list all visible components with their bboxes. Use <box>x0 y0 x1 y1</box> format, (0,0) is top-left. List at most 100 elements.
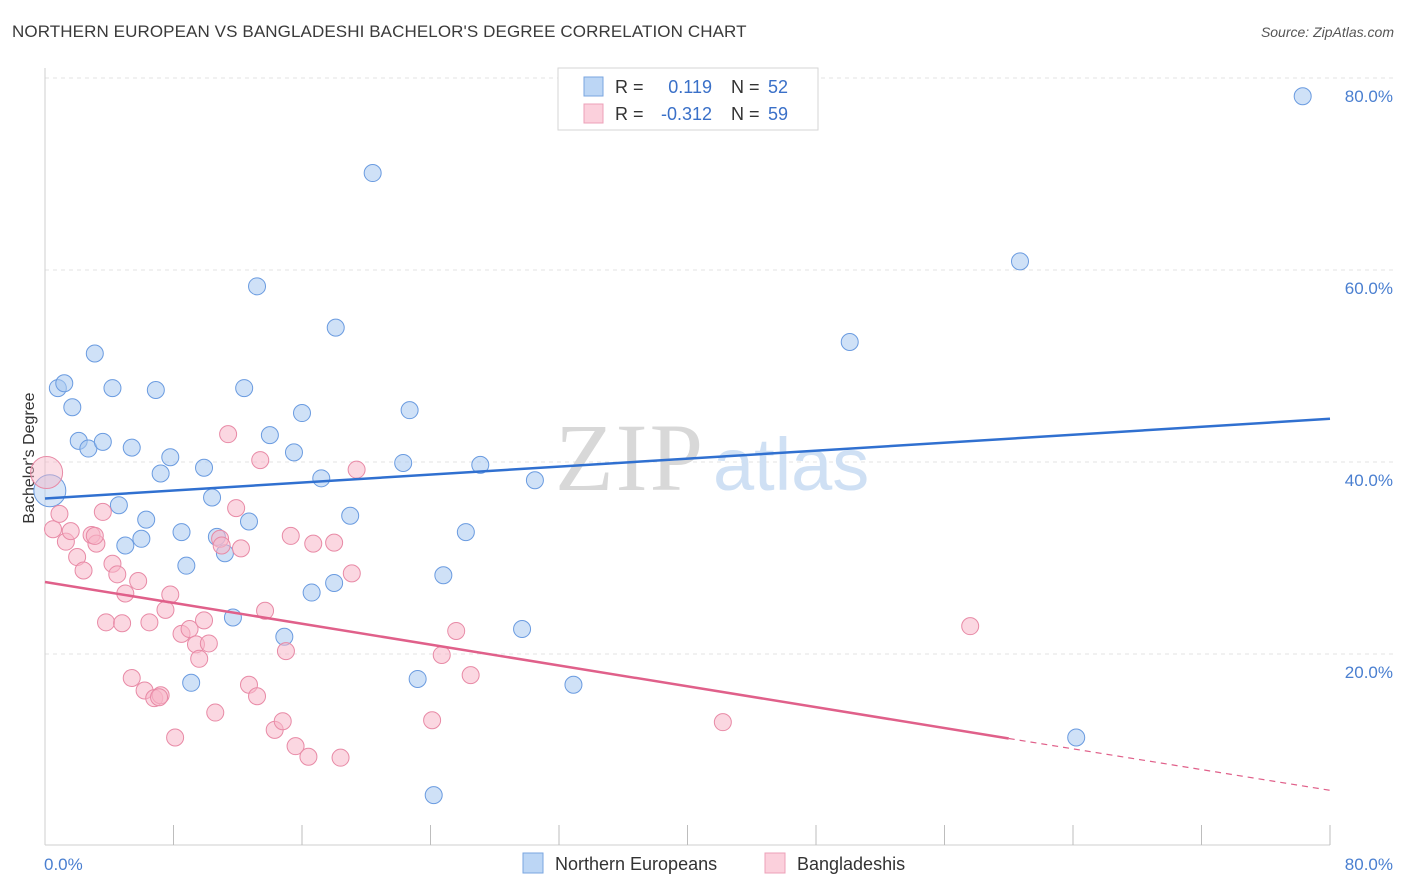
trend-bangladeshis <box>44 580 1009 740</box>
bangladeshi-point-9 <box>93 502 112 521</box>
grid-lines <box>45 77 1393 655</box>
trend-bangladeshis-extension <box>1008 737 1331 791</box>
bangladeshi-point-33 <box>219 425 238 444</box>
watermark: ZIP atlas <box>555 404 869 511</box>
northern-point-39 <box>408 669 427 688</box>
trend-northern-europeans <box>44 417 1331 500</box>
y-axis-label: Bachelor's Degree <box>21 392 38 523</box>
y-tick-label-40: 40.0% <box>1345 471 1393 490</box>
y-tick-label-60: 60.0% <box>1345 279 1393 298</box>
bangladeshi-point-28 <box>195 611 214 630</box>
bangladeshi-point-15 <box>122 669 141 687</box>
bangladeshi-point-53 <box>447 621 466 640</box>
series-bangladeshis <box>30 425 980 767</box>
series-northern-europeans <box>33 87 1312 805</box>
bangladeshi-point-38 <box>251 451 270 470</box>
bangladeshi-point-6 <box>74 561 93 580</box>
bangladeshi-point-47 <box>325 533 344 552</box>
watermark-zip: ZIP <box>555 404 705 511</box>
northern-point-36 <box>363 164 382 183</box>
bangladeshi-point-21 <box>156 600 175 619</box>
legend-r-value-1: -0.312 <box>661 104 712 124</box>
northern-point-24 <box>235 379 254 398</box>
x-tick-labels: 0.0% 80.0% <box>44 855 1393 874</box>
bangladeshi-point-43 <box>281 526 300 545</box>
bangladeshi-point-13 <box>113 614 132 633</box>
series-legend: Northern Europeans Bangladeshis <box>522 852 905 874</box>
bottom-legend-label-bangladeshi: Bangladeshis <box>797 854 905 874</box>
bangladeshi-point-51 <box>423 711 442 730</box>
bottom-legend-swatch-bangladeshi <box>764 852 786 874</box>
northern-point-9 <box>109 496 128 515</box>
y-tick-label-20: 20.0% <box>1345 663 1393 682</box>
northern-point-11 <box>122 438 141 457</box>
northern-point-18 <box>177 556 196 575</box>
northern-point-37 <box>394 453 413 472</box>
source-label: Source: ZipAtlas.com <box>1260 24 1394 40</box>
northern-point-14 <box>146 381 165 399</box>
bangladeshi-point-56 <box>961 617 980 636</box>
bangladeshi-point-23 <box>166 728 185 747</box>
bangladeshi-point-30 <box>206 703 225 722</box>
trend-lines <box>44 417 1331 791</box>
bangladeshi-point-48 <box>331 748 350 767</box>
bangladeshi-point-0 <box>30 456 64 490</box>
northern-point-31 <box>302 583 321 602</box>
northern-point-50 <box>1293 87 1312 106</box>
bangladeshi-point-27 <box>190 649 209 668</box>
bangladeshi-point-39 <box>256 601 275 620</box>
northern-point-43 <box>471 455 490 474</box>
bangladeshi-point-45 <box>299 747 318 766</box>
bangladeshi-point-2 <box>50 504 69 523</box>
bottom-legend-label-northern: Northern Europeans <box>555 854 717 874</box>
y-tick-labels: 20.0% 40.0% 60.0% 80.0% <box>1345 87 1393 682</box>
northern-point-15 <box>151 464 170 483</box>
bangladeshi-point-55 <box>713 713 732 732</box>
bangladeshi-point-42 <box>276 642 295 661</box>
northern-point-48 <box>1010 252 1029 271</box>
bangladeshi-point-35 <box>231 539 250 558</box>
bottom-legend-swatch-northern <box>522 852 544 874</box>
northern-point-27 <box>260 426 279 445</box>
northern-point-49 <box>1067 728 1086 747</box>
bangladeshi-point-4 <box>61 522 80 541</box>
northern-point-19 <box>195 458 214 477</box>
northern-point-32 <box>312 469 331 488</box>
northern-point-2 <box>55 374 74 393</box>
bangladeshi-point-54 <box>461 666 480 685</box>
northern-point-13 <box>137 510 156 529</box>
bangladeshi-point-41 <box>273 712 292 731</box>
northern-point-35 <box>341 506 360 525</box>
bangladeshi-point-50 <box>347 460 366 479</box>
bangladeshi-point-25 <box>180 620 199 639</box>
northern-point-12 <box>132 529 151 548</box>
stats-legend: R = 0.119 N = 52 R = -0.312 N = 59 <box>557 67 819 131</box>
northern-point-34 <box>326 318 345 337</box>
bangladeshi-point-10 <box>97 613 116 632</box>
legend-n-value-0: 52 <box>768 77 788 97</box>
legend-r-label-1: R = <box>615 104 644 124</box>
legend-r-label-0: R = <box>615 77 644 97</box>
northern-point-41 <box>434 566 453 585</box>
bangladeshi-point-34 <box>227 499 246 518</box>
northern-point-16 <box>161 448 180 467</box>
northern-point-17 <box>172 523 191 542</box>
bangladeshi-point-49 <box>342 564 361 583</box>
northern-point-8 <box>103 379 122 398</box>
northern-point-25 <box>239 512 258 531</box>
chart-title: NORTHERN EUROPEAN VS BANGLADESHI BACHELO… <box>12 22 747 41</box>
northern-point-20 <box>203 488 222 507</box>
legend-n-label-1: N = <box>731 104 760 124</box>
bangladeshi-point-46 <box>304 534 323 553</box>
y-tick-label-80: 80.0% <box>1345 87 1393 106</box>
legend-swatch-northern <box>583 76 604 97</box>
northern-point-44 <box>513 620 532 639</box>
bangladeshi-point-29 <box>199 634 218 653</box>
bangladeshi-point-32 <box>212 536 231 555</box>
northern-point-7 <box>93 432 112 451</box>
northern-point-29 <box>284 443 303 462</box>
legend-n-value-1: 59 <box>768 104 788 124</box>
northern-point-42 <box>456 523 475 542</box>
northern-point-47 <box>840 333 859 351</box>
bangladeshi-point-37 <box>248 687 267 706</box>
